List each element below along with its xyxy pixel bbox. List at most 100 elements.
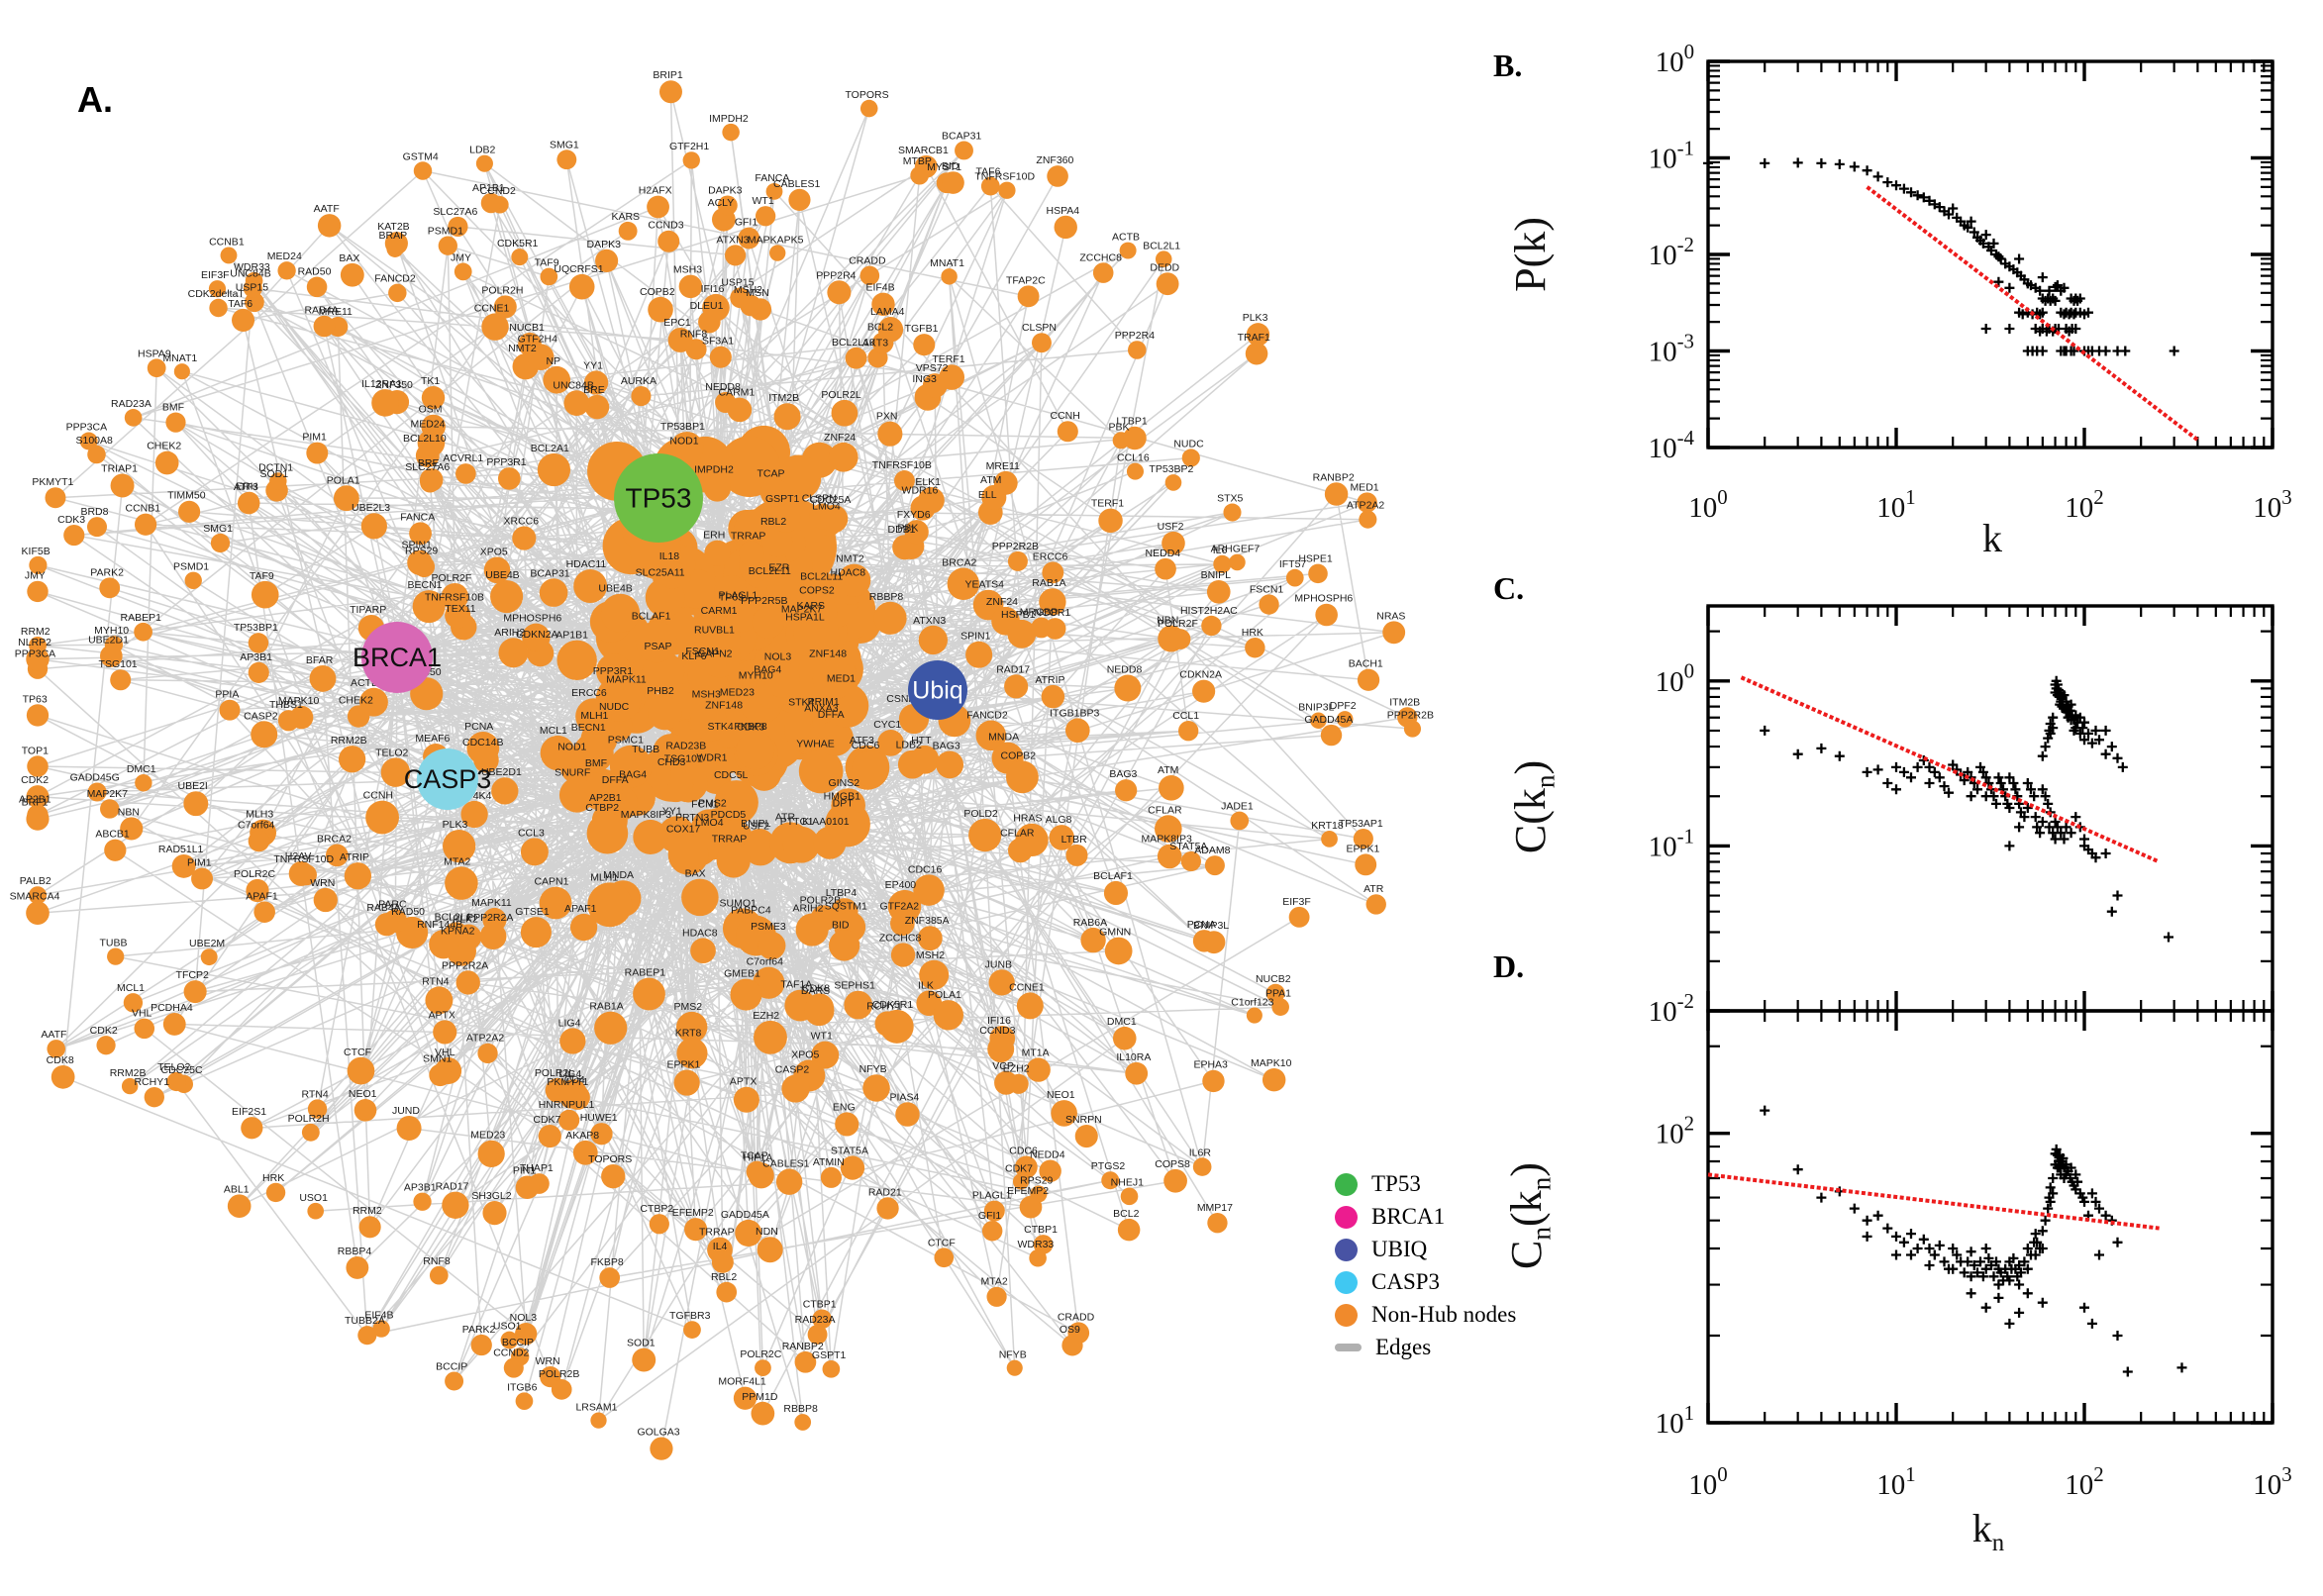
- svg-text:GFI1: GFI1: [978, 1210, 1001, 1222]
- svg-text:EZH2: EZH2: [1003, 1063, 1030, 1075]
- svg-text:ATXN3: ATXN3: [913, 615, 946, 627]
- svg-text:BAG4: BAG4: [754, 663, 781, 675]
- svg-text:CCND3: CCND3: [648, 220, 683, 232]
- svg-text:MNAT1: MNAT1: [930, 257, 964, 269]
- edge-dash-icon: [1335, 1344, 1362, 1351]
- svg-text:PPA1: PPA1: [1265, 987, 1291, 999]
- svg-text:PPP2R4: PPP2R4: [1115, 330, 1155, 342]
- svg-text:MAPKAPK5: MAPKAPK5: [748, 234, 804, 246]
- svg-text:CTCF: CTCF: [344, 1047, 371, 1058]
- svg-text:GADD45A: GADD45A: [1304, 714, 1353, 726]
- svg-text:LIG4: LIG4: [558, 1068, 581, 1080]
- svg-text:WT1: WT1: [811, 1031, 833, 1043]
- svg-text:DFFA: DFFA: [818, 709, 845, 721]
- svg-text:CASP2: CASP2: [244, 710, 278, 722]
- svg-text:PIN1: PIN1: [513, 1164, 537, 1176]
- svg-text:DEDD: DEDD: [1150, 261, 1179, 273]
- svg-text:Ubiq: Ubiq: [912, 677, 962, 705]
- svg-text:CAPN2: CAPN2: [698, 648, 733, 660]
- svg-text:CYC1: CYC1: [873, 719, 901, 731]
- svg-text:MSH3: MSH3: [692, 688, 721, 700]
- svg-text:PBK: PBK: [1109, 421, 1130, 433]
- svg-text:MAPK10: MAPK10: [1251, 1057, 1292, 1069]
- svg-text:CDK2: CDK2: [90, 1025, 118, 1037]
- svg-text:CLSPN: CLSPN: [802, 493, 837, 505]
- svg-text:CFLAR: CFLAR: [1148, 804, 1182, 816]
- svg-text:LAMA4: LAMA4: [870, 306, 905, 318]
- svg-text:CASP3: CASP3: [404, 764, 492, 794]
- svg-text:USF2: USF2: [743, 821, 769, 833]
- svg-text:BCCIP: BCCIP: [502, 1337, 534, 1348]
- svg-text:HTT: HTT: [911, 735, 932, 747]
- svg-text:ZNF350: ZNF350: [375, 379, 413, 391]
- svg-text:HDAC11: HDAC11: [566, 558, 607, 570]
- svg-text:WRN: WRN: [536, 1355, 560, 1367]
- svg-text:KIF5B: KIF5B: [22, 546, 50, 557]
- svg-text:YWHAE: YWHAE: [796, 739, 835, 750]
- svg-text:RAD50: RAD50: [298, 266, 332, 278]
- svg-text:ZNF24: ZNF24: [824, 432, 856, 444]
- svg-text:CTBP1: CTBP1: [803, 1299, 837, 1311]
- svg-text:CDK8: CDK8: [802, 982, 830, 994]
- svg-text:TP53BP2: TP53BP2: [1149, 463, 1193, 475]
- network-nodes: [26, 80, 1422, 1460]
- svg-text:RABEP1: RABEP1: [625, 967, 666, 979]
- svg-text:BNIPL: BNIPL: [741, 818, 771, 830]
- svg-text:RBBP4: RBBP4: [338, 1246, 372, 1257]
- svg-text:H2AV: H2AV: [285, 850, 312, 862]
- svg-text:NOD1: NOD1: [557, 742, 586, 753]
- svg-text:BID: BID: [832, 919, 850, 931]
- svg-text:DAPK3: DAPK3: [586, 239, 621, 250]
- svg-text:MLH1: MLH1: [590, 871, 618, 883]
- svg-text:APTX: APTX: [428, 1009, 454, 1021]
- svg-text:NOL3: NOL3: [510, 1312, 538, 1324]
- svg-text:CDK2: CDK2: [21, 774, 49, 786]
- hub-brca1: [361, 622, 433, 693]
- svg-text:BNIP3L: BNIP3L: [1298, 702, 1334, 714]
- svg-text:GTF2H4: GTF2H4: [518, 333, 557, 345]
- svg-text:NUCB2: NUCB2: [1256, 973, 1291, 985]
- svg-text:CDKN2A: CDKN2A: [516, 629, 558, 641]
- svg-text:THAP1: THAP1: [520, 1162, 554, 1174]
- svg-text:CLSPN: CLSPN: [1022, 322, 1057, 334]
- svg-text:PRTN3: PRTN3: [675, 812, 709, 824]
- svg-text:CRADD: CRADD: [849, 255, 886, 267]
- svg-text:MSH3: MSH3: [673, 264, 702, 276]
- svg-text:NFYB: NFYB: [999, 1349, 1027, 1361]
- svg-text:ENG: ENG: [833, 1101, 856, 1113]
- svg-text:MAPK11: MAPK11: [471, 897, 512, 909]
- svg-text:102: 102: [2065, 485, 2103, 524]
- svg-text:AKAP8: AKAP8: [565, 1130, 599, 1142]
- brca1-dot-icon: [1335, 1205, 1358, 1229]
- legend-item-casp3: CASP3: [1335, 1269, 1516, 1294]
- svg-text:CABLES1: CABLES1: [762, 1157, 809, 1169]
- svg-text:SMARCA4: SMARCA4: [10, 890, 60, 902]
- svg-text:PIM1: PIM1: [302, 432, 327, 444]
- svg-text:DLEU1: DLEU1: [690, 300, 724, 312]
- svg-text:ATM: ATM: [980, 474, 1001, 486]
- svg-text:NEDD4: NEDD4: [1146, 548, 1181, 559]
- svg-text:RANBP2: RANBP2: [782, 1341, 824, 1352]
- svg-text:RAB4A: RAB4A: [304, 305, 338, 317]
- svg-text:RNF8: RNF8: [423, 1255, 451, 1267]
- svg-text:BID: BID: [942, 160, 960, 172]
- svg-text:AP1B1: AP1B1: [472, 182, 505, 194]
- svg-text:NOL3: NOL3: [764, 651, 792, 663]
- svg-text:ZNF385A: ZNF385A: [905, 915, 950, 927]
- svg-text:PSMD1: PSMD1: [173, 561, 209, 573]
- svg-text:KARS: KARS: [611, 211, 640, 223]
- svg-text:EIF2S1: EIF2S1: [232, 1106, 266, 1118]
- svg-text:NRAS: NRAS: [1376, 610, 1405, 622]
- svg-text:PPP2R2B: PPP2R2B: [992, 541, 1039, 552]
- svg-text:100: 100: [1688, 1462, 1727, 1501]
- svg-text:TRIAP1: TRIAP1: [101, 462, 138, 474]
- svg-text:SMN1: SMN1: [423, 1053, 452, 1065]
- svg-text:HSPA4: HSPA4: [1046, 205, 1079, 217]
- svg-text:PPIA: PPIA: [215, 689, 239, 701]
- svg-text:SNRPN: SNRPN: [1065, 1114, 1102, 1126]
- svg-text:WDR33: WDR33: [1018, 1239, 1055, 1250]
- svg-text:FKBP8: FKBP8: [590, 1256, 623, 1268]
- scatter-points-C: [1760, 675, 2173, 943]
- svg-text:BRE: BRE: [418, 457, 440, 469]
- svg-text:TIPARP: TIPARP: [350, 604, 386, 616]
